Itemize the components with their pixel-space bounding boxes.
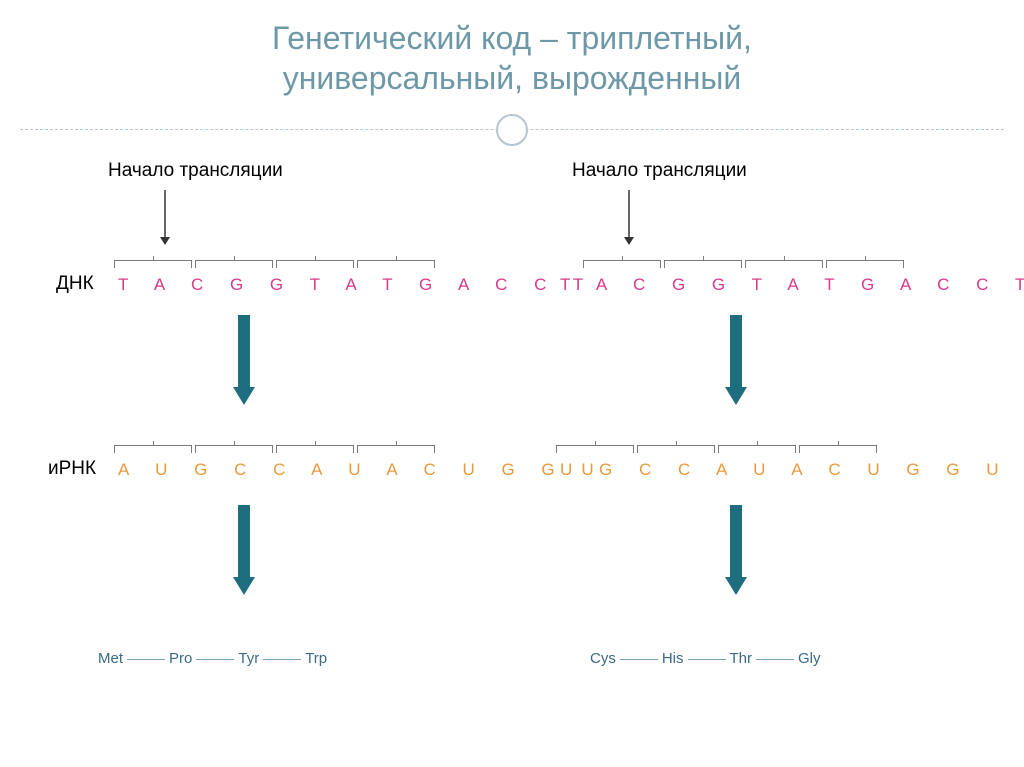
start-arrow-icon [622,190,636,250]
dna-row-label: ДНК [56,273,94,295]
dna-sequence: T A C G G T A T G A C C T [560,275,1024,295]
transcription-arrow-icon [233,315,255,410]
amino-acid: Tyr [238,650,259,667]
rna-sequence: A U G C C A U A C U G G U [118,460,605,480]
transcription-arrow-icon [725,315,747,410]
panel-right: Начало трансляции T A C G G T A T G A C … [550,160,1010,720]
peptide-bond-line [196,659,234,660]
title-divider [0,110,1024,150]
translation-arrow-icon [725,505,747,600]
amino-acid: Gly [798,650,821,667]
peptide-bond-line [756,659,794,660]
peptide-bond-line [127,659,165,660]
amino-acid: Pro [169,650,192,667]
title-line-2: универсальный, вырожденный [0,58,1024,98]
amino-acid-chain: Met Pro Tyr Trp [98,650,327,667]
circle-ornament [496,114,528,146]
peptide-bond-line [620,659,658,660]
translation-start-label: Начало трансляции [572,160,747,182]
rna-row-label: иРНК [48,458,96,480]
amino-acid-chain: Cys His Thr Gly [590,650,821,667]
amino-acid: Met [98,650,123,667]
amino-acid: Cys [590,650,616,667]
amino-acid: Trp [305,650,327,667]
title-line-1: Генетический код – триплетный, [0,18,1024,58]
peptide-bond-line [688,659,726,660]
panel-left: Начало трансляции ДНКиРНКT A C G G T A T… [58,160,518,720]
translation-arrow-icon [233,505,255,600]
rna-sequence: U G C C A U A C U G G U [560,460,1010,480]
translation-start-label: Начало трансляции [108,160,283,182]
slide-title: Генетический код – триплетный, универсал… [0,0,1024,98]
amino-acid: Thr [730,650,753,667]
start-arrow-icon [158,190,172,250]
diagram-content: Начало трансляции ДНК иРНК T A C G G T A T… [0,160,1024,767]
peptide-bond-line [263,659,301,660]
dna-sequence: T A C G G T A T G A C C T [118,275,594,295]
amino-acid: His [662,650,684,667]
